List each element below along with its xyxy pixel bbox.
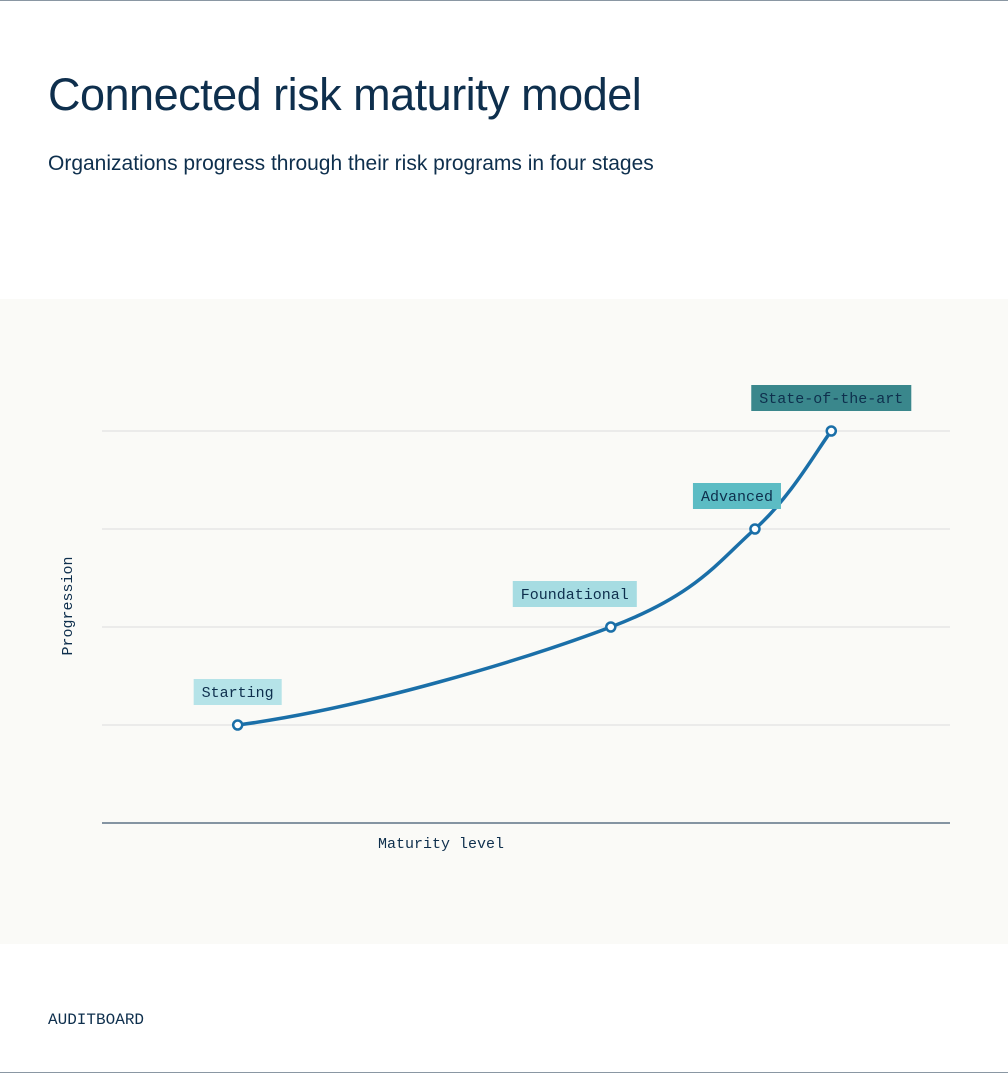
point (749, 523, 761, 535)
point (825, 425, 838, 437)
chart: Maturity level Progression Starting Found… (60, 385, 950, 853)
line (237, 429, 833, 727)
stage-label: Advanced (701, 489, 773, 506)
brand: AUDITBOARD (48, 1011, 145, 1029)
title: Connected risk maturity model (48, 69, 642, 120)
stage-label-box (751, 385, 912, 411)
stage-label: State-of-the-art (759, 391, 903, 408)
x-axis-label: Maturity level (378, 836, 504, 853)
stage-label: Foundational (521, 587, 629, 604)
stage-label: Starting (202, 685, 274, 702)
y-axis-label: Progression (60, 556, 77, 655)
subtitle: Organizations progress through their ris… (48, 152, 654, 175)
point (231, 719, 244, 731)
point (605, 621, 617, 633)
chart-panel: Maturity level Progression Starting Found… (0, 299, 1008, 944)
stage-label-box (512, 581, 637, 607)
stage-label-box (193, 679, 282, 705)
stage-label-box (692, 483, 781, 509)
